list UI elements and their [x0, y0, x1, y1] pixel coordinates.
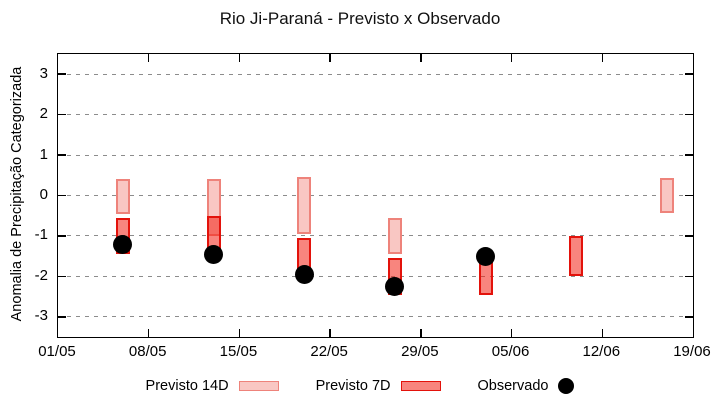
x-tick-mark-bottom — [329, 329, 331, 337]
gridline-y-3 — [58, 73, 693, 75]
x-tick-mark-top — [510, 54, 513, 62]
y-tick-mark-left — [58, 154, 66, 156]
y-tick-mark-right — [685, 73, 693, 75]
y-tick-label: 2 — [39, 105, 48, 123]
y-tick-mark-right — [685, 154, 693, 156]
gridline-y-0 — [58, 195, 693, 196]
y-tick-mark-right — [685, 316, 693, 318]
x-tick-mark-bottom — [147, 329, 150, 337]
bar-previsto-14d — [115, 178, 130, 214]
y-tick-label: -3 — [34, 307, 48, 325]
gridline-y--2 — [58, 275, 693, 277]
x-tick-label: 22/05 — [310, 343, 348, 360]
legend-item-previsto-14d: Previsto 14D — [146, 378, 279, 394]
x-tick-label: 12/06 — [582, 343, 621, 360]
y-tick-label: 0 — [39, 186, 48, 203]
y-tick-mark-left — [58, 316, 66, 318]
y-tick-label: 1 — [39, 145, 48, 163]
x-tick-label: 19/06 — [673, 343, 711, 360]
observado-dot — [113, 234, 133, 254]
y-tick-mark-left — [58, 275, 66, 278]
legend-swatch-7d-icon — [400, 381, 441, 391]
y-tick-mark-left — [58, 235, 66, 237]
x-tick-mark-top — [147, 54, 150, 62]
legend-item-observado: Observado — [478, 378, 575, 394]
legend-swatch-observado-icon — [558, 378, 575, 394]
observado-dot — [385, 276, 405, 296]
observado-dot — [294, 264, 314, 284]
x-tick-mark-bottom — [510, 329, 513, 337]
y-tick-label: -2 — [34, 266, 48, 284]
x-tick-label: 01/05 — [38, 343, 76, 360]
x-tick-label: 15/05 — [219, 343, 258, 360]
y-tick-mark-right — [685, 275, 693, 278]
x-tick-mark-bottom — [601, 329, 604, 337]
legend-label-observado: Observado — [477, 378, 549, 394]
plot-area — [57, 53, 694, 338]
y-tick-mark-right — [685, 113, 693, 116]
bar-previsto-14d — [660, 177, 675, 214]
x-tick-mark-bottom — [238, 329, 241, 337]
observado-dot — [204, 244, 223, 264]
gridline-y--3 — [58, 316, 693, 318]
gridline-y-2 — [58, 114, 693, 116]
bar-previsto-14d — [297, 177, 312, 234]
legend-item-previsto-7d: Previsto 7D — [316, 378, 441, 394]
gridline-y--1 — [58, 235, 693, 237]
x-tick-mark-bottom — [420, 329, 422, 337]
bar-previsto-14d — [387, 217, 402, 255]
y-tick-mark-right — [685, 235, 693, 237]
legend-label-previsto-14d: Previsto 14D — [145, 378, 229, 394]
legend: Previsto 14D Previsto 7D Observado — [0, 373, 720, 399]
y-tick-label: -1 — [34, 226, 48, 244]
x-tick-mark-top — [601, 54, 604, 62]
y-tick-mark-left — [58, 113, 66, 116]
y-tick-mark-left — [58, 73, 66, 75]
chart-title: Rio Ji-Paraná - Previsto x Observado — [219, 9, 501, 28]
x-tick-mark-top — [329, 54, 331, 62]
gridline-y-1 — [58, 154, 693, 156]
y-tick-mark-left — [58, 194, 66, 197]
legend-label-previsto-7d: Previsto 7D — [315, 378, 391, 394]
y-tick-mark-right — [685, 194, 693, 197]
x-tick-label: 05/06 — [491, 343, 530, 360]
observado-dot — [476, 246, 496, 266]
x-tick-label: 29/05 — [401, 343, 439, 360]
x-tick-label: 08/05 — [128, 343, 167, 360]
x-tick-mark-top — [420, 54, 422, 62]
y-tick-label: 3 — [39, 64, 48, 82]
x-tick-mark-top — [238, 54, 241, 62]
legend-swatch-14d-icon — [238, 381, 279, 391]
bar-previsto-7d — [569, 235, 584, 277]
